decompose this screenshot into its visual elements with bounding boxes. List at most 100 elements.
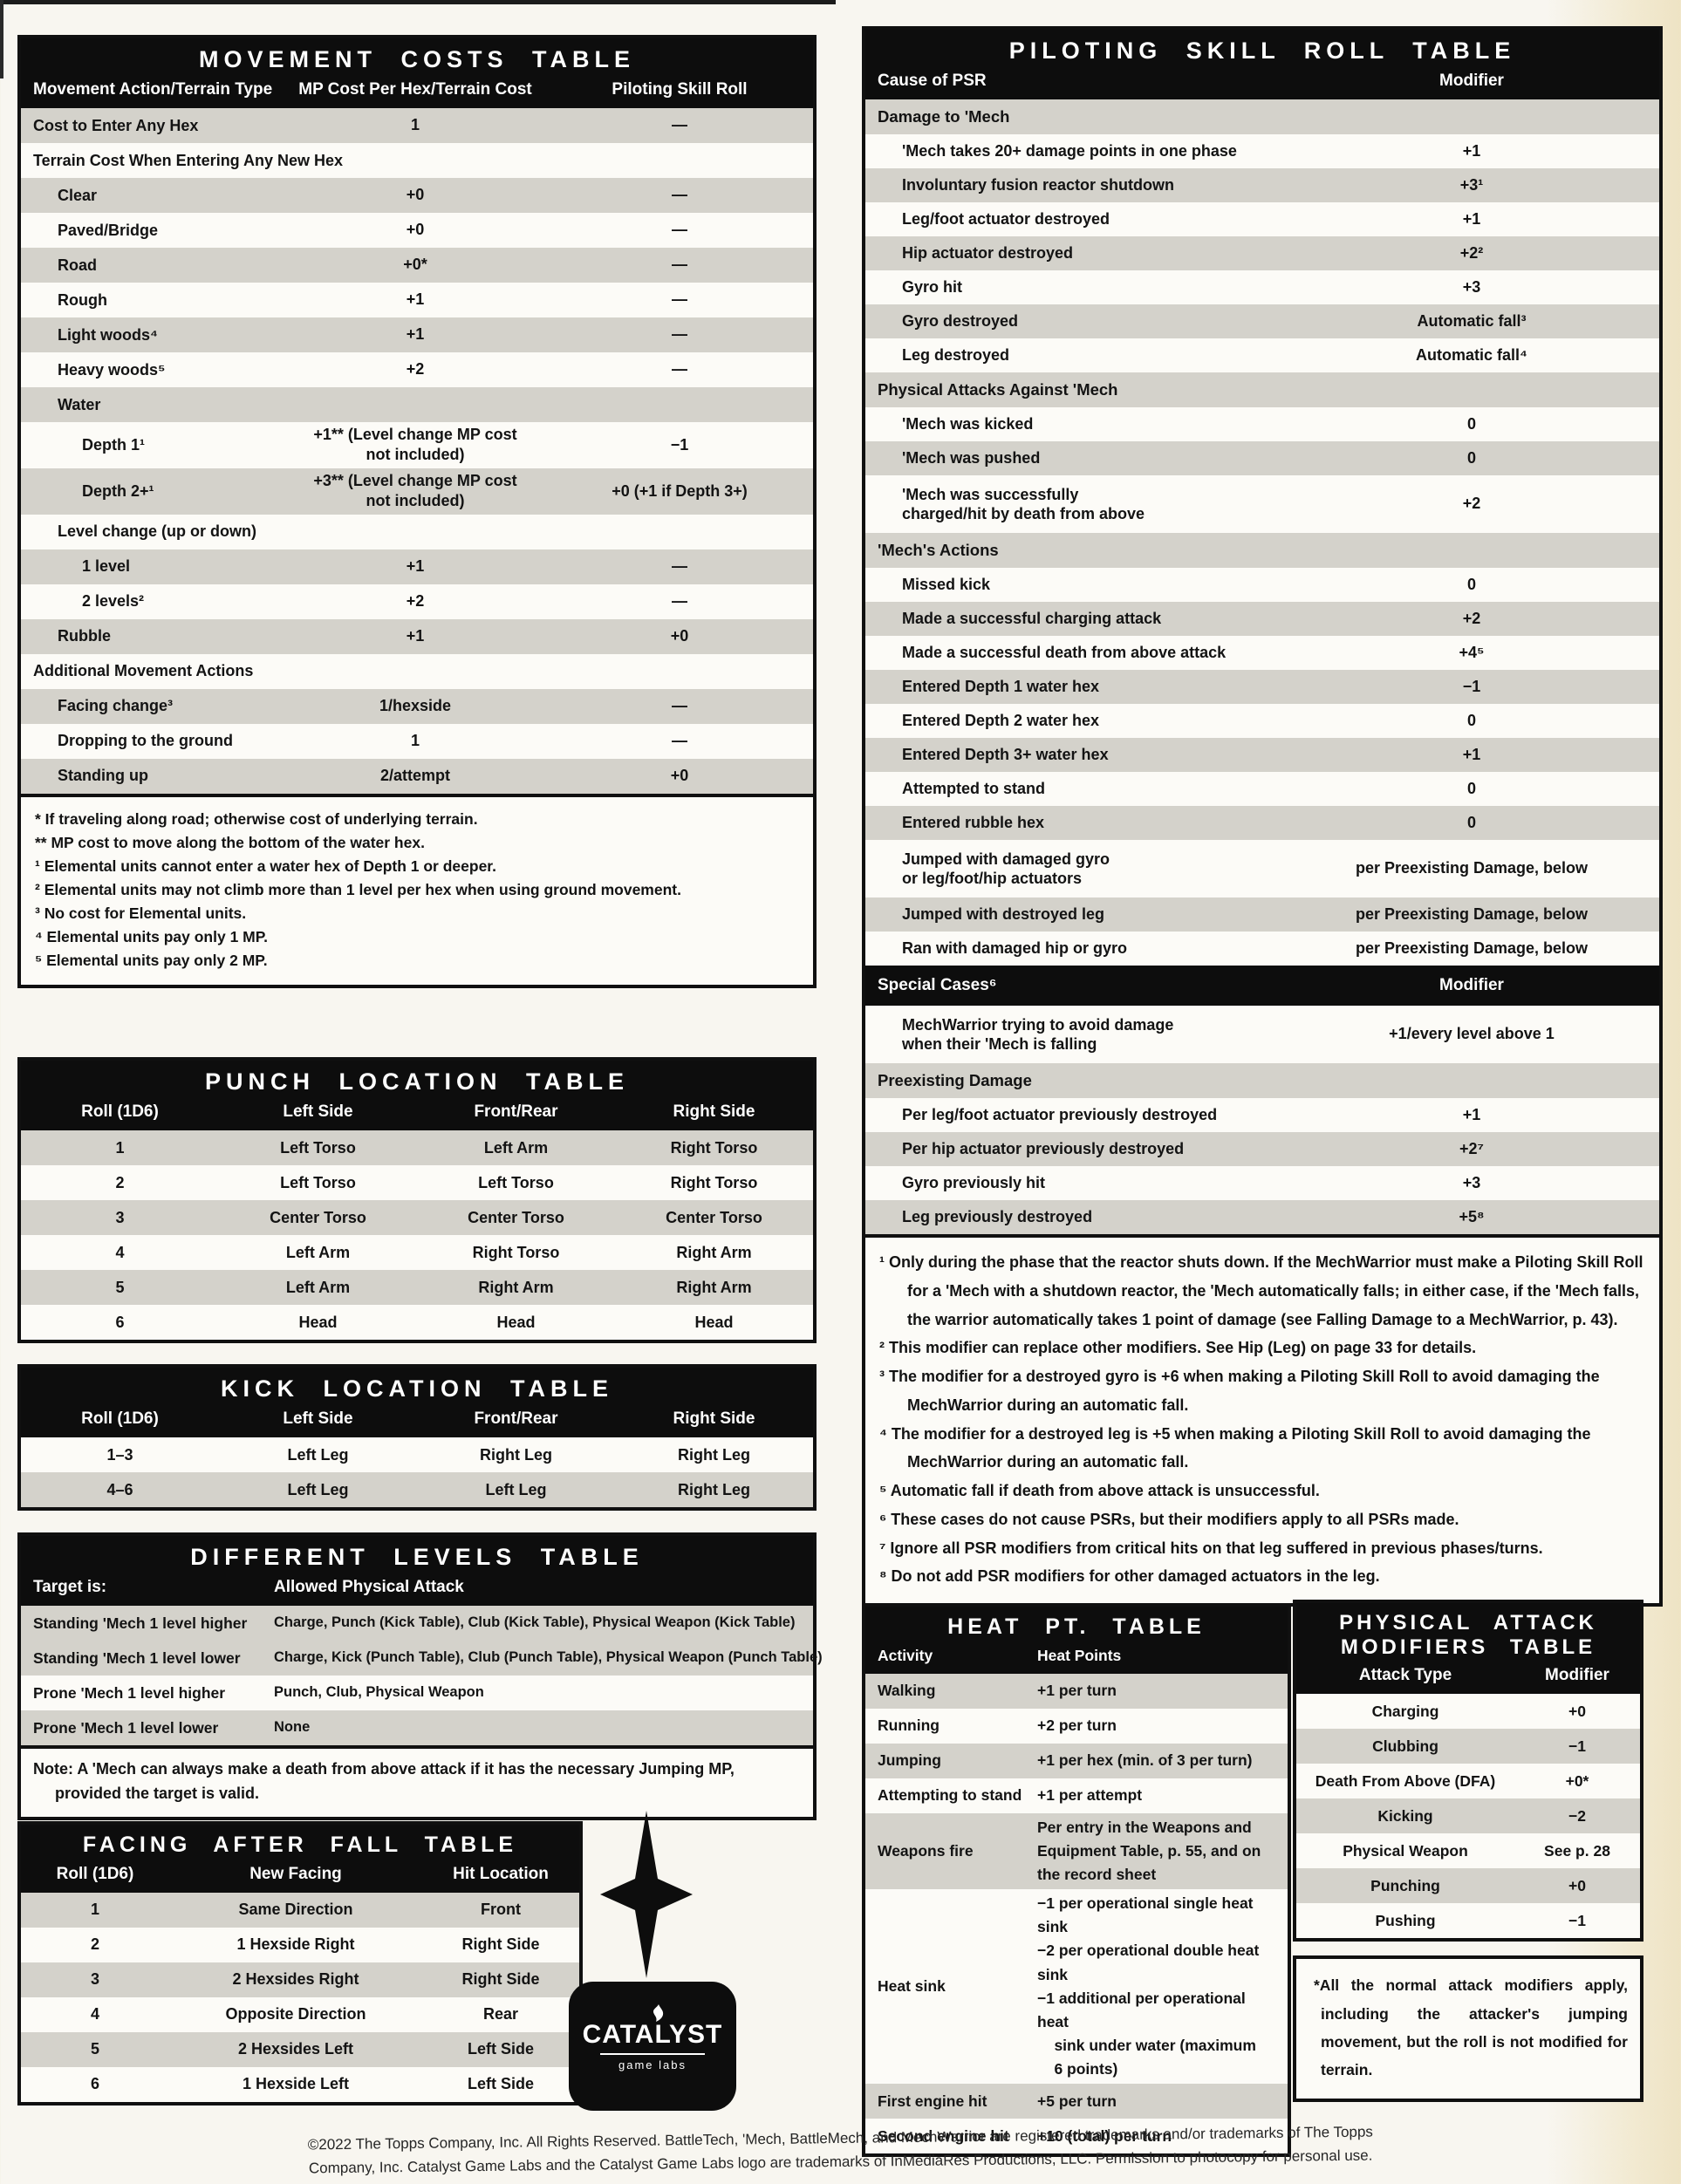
psr-column-headers: Cause of PSR Modifier — [865, 65, 1659, 99]
mp-cost-value: 1 — [410, 731, 420, 749]
table-row: 'Mech was pushed 0 — [865, 441, 1659, 476]
table-row: Leg destroyed Automatic fall⁴ — [865, 338, 1659, 372]
row-value: −1 — [1568, 1737, 1586, 1755]
location-cell: Right Torso — [670, 1173, 758, 1191]
facing-after-fall-table: FACING AFTER FALL TABLE Roll (1D6) New Fa… — [17, 1821, 583, 2106]
column-header: MP Cost Per Hex/Terrain Cost — [298, 80, 532, 99]
column-header: Activity — [878, 1646, 933, 1664]
table-row: Kicking −2 — [1296, 1798, 1640, 1834]
location-cell: Right Side — [461, 1970, 540, 1989]
row-label: Kicking — [1377, 1806, 1433, 1825]
table-row: 4–6 Left Leg Left Leg Right Leg — [21, 1472, 813, 1508]
cause-label: Leg/foot actuator destroyed — [902, 210, 1110, 229]
table-row: Clubbing −1 — [1296, 1729, 1640, 1764]
table-row: 'Mech takes 20+ damage points in one pha… — [865, 134, 1659, 168]
column-header: Left Side — [283, 1102, 353, 1122]
movement-costs-header-band: MOVEMENT COSTS TABLE Movement Action/Ter… — [21, 38, 813, 109]
section-header-row: Damage to 'Mech — [865, 99, 1659, 135]
location-cell: Left Side — [467, 2075, 534, 2093]
kick-location-table: KICK LOCATION TABLE Roll (1D6) Left Side F… — [17, 1364, 817, 1512]
psr-title: PILOTING SKILL ROLL TABLE — [1008, 38, 1516, 64]
row-value: Charge, Kick (Punch Table), Club (Punch … — [274, 1649, 823, 1666]
row-value: +5 per turn — [1037, 2092, 1117, 2110]
table-row: Weapons fire Per entry in the Weapons and… — [865, 1812, 1288, 1890]
piloting-skill-roll-value: — — [672, 116, 687, 134]
modifier-value: 0 — [1466, 414, 1476, 433]
row-label: Rubble — [58, 627, 111, 645]
column-header: Heat Points — [1037, 1646, 1122, 1664]
location-cell: Right Side — [461, 1935, 540, 1954]
movement-costs-column-headers: Movement Action/Terrain Type MP Cost Per … — [21, 73, 813, 108]
column-header: Front/Rear — [474, 1102, 558, 1122]
cause-label: Per leg/foot actuator previously destroy… — [902, 1106, 1218, 1124]
table-row: Facing change³ 1/hexside — — [21, 688, 813, 724]
levels-title: DIFFERENT LEVELS TABLE — [190, 1544, 644, 1570]
table-row: Walking +1 per turn — [865, 1673, 1288, 1709]
row-value: +0 — [1568, 1702, 1586, 1720]
kick-header-band: KICK LOCATION TABLE Roll (1D6) Left Side F… — [21, 1368, 813, 1438]
row-label: Second engine hit — [878, 2126, 1009, 2145]
row-label: Facing change³ — [58, 697, 174, 715]
column-header: Roll (1D6) — [56, 1864, 134, 1883]
physical-attack-modifiers-table: PHYSICAL ATTACK MODIFIERS TABLE Attack T… — [1293, 1600, 1643, 1942]
band-value: Modifier — [1439, 976, 1504, 995]
piloting-skill-roll-value: +0 — [670, 766, 689, 784]
piloting-skill-roll-value: +0 (+1 if Depth 3+) — [612, 481, 748, 500]
table-row: Depth 2+¹ +3** (Level change MP cost not … — [21, 468, 813, 515]
table-row: Entered Depth 3+ water hex +1 — [865, 738, 1659, 773]
mp-cost-value: +3** (Level change MP cost not included) — [313, 471, 517, 510]
physical-body: Charging +0 Clubbing −1 Death From Above (DF… — [1296, 1694, 1640, 1939]
modifier-value: 0 — [1466, 779, 1476, 797]
table-row: Heat sink −1 per operational single heat … — [865, 1889, 1288, 2084]
location-cell: Front — [481, 1901, 521, 1919]
modifier-value: Automatic fall³ — [1417, 311, 1527, 330]
heat-body: Walking +1 per turn Running +2 per turn Jump… — [865, 1673, 1288, 2154]
modifier-value: +2 — [1462, 495, 1481, 513]
row-label: First engine hit — [878, 2092, 987, 2110]
cause-label: Gyro previously hit — [902, 1174, 1046, 1192]
row-value: +1 per hex (min. of 3 per turn) — [1037, 1751, 1253, 1770]
location-cell: Right Arm — [676, 1278, 752, 1296]
physical-attack-modifiers-section: PHYSICAL ATTACK MODIFIERS TABLE Attack T… — [1293, 1600, 1643, 2102]
cause-label: Involuntary fusion reactor shutdown — [902, 176, 1175, 195]
piloting-skill-roll-value: — — [672, 186, 687, 204]
table-row: Gyro previously hit +3 — [865, 1166, 1659, 1200]
table-row: Entered rubble hex 0 — [865, 806, 1659, 841]
row-label: Heat sink — [878, 1977, 946, 1996]
levels-column-headers: Target is: Allowed Physical Attack — [21, 1571, 813, 1606]
psr-footnotes: ¹ Only during the phase that the reactor… — [865, 1234, 1659, 1604]
row-value: Per entry in the Weapons and Equipment T… — [1037, 1818, 1261, 1883]
levels-body: Standing 'Mech 1 level higher Charge, Pun… — [21, 1606, 823, 1746]
location-cell: Left Side — [467, 2040, 534, 2058]
table-row: Terrain Cost When Entering Any New Hex — [21, 143, 813, 178]
facing-title: FACING AFTER FALL TABLE — [82, 1833, 518, 1857]
location-cell: 1 Hexside Right — [236, 1935, 355, 1954]
table-row: Additional Movement Actions — [21, 654, 813, 689]
table-row: 1 level +1 — — [21, 549, 813, 584]
column-header: Right Side — [673, 1409, 755, 1429]
footnote: ⁴ The modifier for a destroyed leg is +5… — [879, 1424, 1591, 1471]
table-row: Light woods⁴ +1 — — [21, 317, 813, 353]
table-row: 6 1 Hexside Left Left Side — [21, 2067, 579, 2102]
footnote: ⁶ These cases do not cause PSRs, but the… — [879, 1510, 1459, 1528]
row-label: Level change (up or down) — [58, 522, 257, 541]
table-row: Gyro hit +3 — [865, 270, 1659, 304]
cause-label: 'Mech was successfully charged/hit by de… — [902, 485, 1145, 523]
location-cell: 4 — [115, 1243, 125, 1261]
table-row: Charging +0 — [1296, 1694, 1640, 1729]
table-row: Standing 'Mech 1 level lower Charge, Kick… — [21, 1641, 823, 1676]
table-row: 5 Left Arm Right Arm Right Arm — [21, 1270, 813, 1306]
column-header: Cause of PSR — [878, 72, 987, 91]
table-row: Paved/Bridge +0 — — [21, 213, 813, 248]
column-header: Roll (1D6) — [81, 1409, 159, 1429]
row-label: Dropping to the ground — [58, 732, 233, 750]
cause-label: Leg previously destroyed — [902, 1208, 1093, 1226]
cause-label: Jumped with destroyed leg — [902, 905, 1105, 924]
cause-label: Entered Depth 3+ water hex — [902, 746, 1109, 764]
kick-body: 1–3 Left Leg Right Leg Right Leg 4–6 Left Leg… — [21, 1437, 813, 1508]
levels-header-band: DIFFERENT LEVELS TABLE Target is: Allowed… — [21, 1536, 813, 1607]
footnote: ¹ Elemental units cannot enter a water h… — [35, 857, 497, 875]
modifier-value: +2 — [1462, 609, 1481, 627]
table-row: Made a successful charging attack +2 — [865, 602, 1659, 637]
mp-cost-value: +1 — [406, 325, 425, 344]
